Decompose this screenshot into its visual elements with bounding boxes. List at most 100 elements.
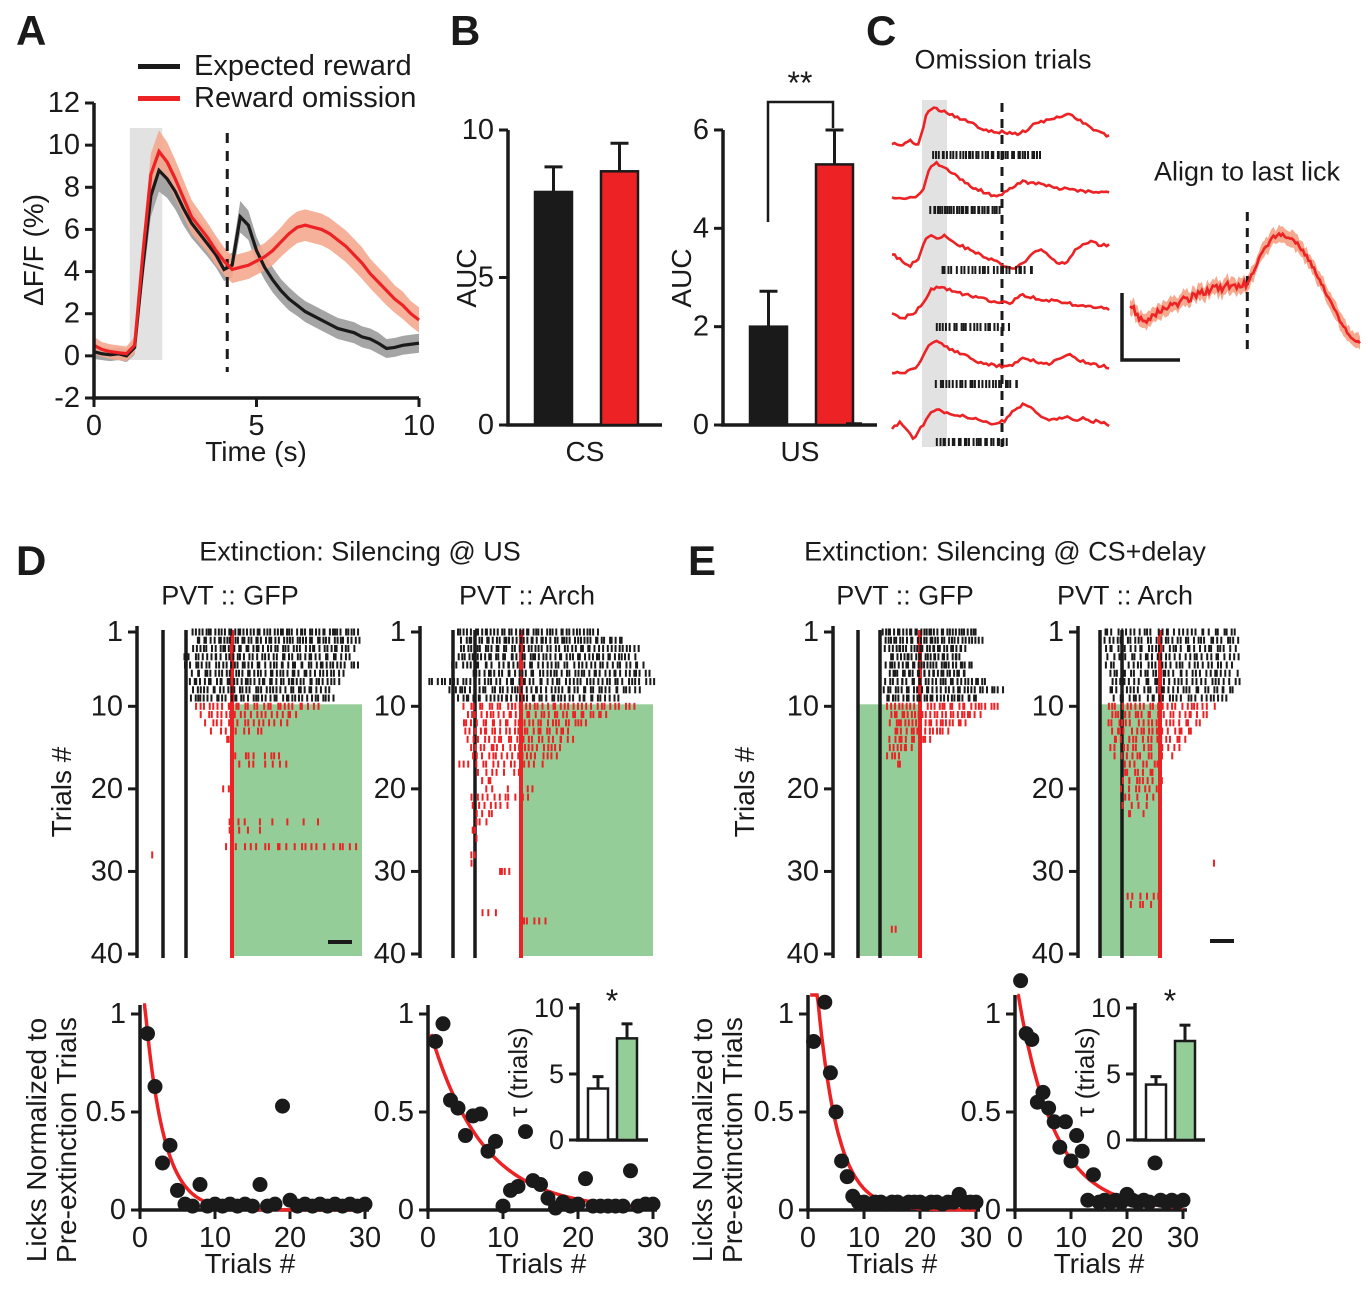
svg-text:0: 0 [800,1222,816,1254]
svg-text:6: 6 [64,213,80,245]
svg-text:0: 0 [132,1222,148,1254]
e-arch-scatter-point [1175,1192,1191,1208]
e-tau-inset: 0 5 10 * [1091,983,1205,1155]
svg-text:10: 10 [462,114,494,146]
b-us-y-axis-label: AUC [665,248,697,308]
d-gfp-scatter-point [357,1196,373,1212]
svg-text:30: 30 [637,1222,669,1254]
d-gfp-raster-laser-window [232,704,362,956]
svg-text:6: 6 [693,114,709,146]
e-arch-scatter-point [1046,1114,1062,1130]
svg-text:12: 12 [48,87,80,119]
d-gfp-scatter-point [140,1026,155,1042]
svg-text:10: 10 [787,690,819,722]
svg-text:30: 30 [960,1222,992,1254]
e-arch-scatter-point [1147,1155,1163,1171]
e-arch-scatter-point [1024,1031,1040,1047]
svg-text:0: 0 [86,410,102,442]
d-arch-scatter-point [488,1133,503,1149]
e-arch-scatter-point [1141,1194,1157,1210]
c-trial-trace-3 [891,233,1110,270]
svg-text:0: 0 [1106,1125,1121,1155]
svg-text:8: 8 [64,171,80,203]
svg-text:30: 30 [91,855,123,887]
svg-text:4: 4 [693,212,709,244]
b-cs-x-label: CS [565,435,605,467]
d-gfp-scatter-point [185,1198,200,1214]
svg-text:1: 1 [110,998,126,1030]
svg-text:0.5: 0.5 [374,1096,414,1128]
e-gfp-x-label: Trials # [846,1247,938,1279]
svg-text:30: 30 [1032,855,1064,887]
b-cs-y-axis-label: AUC [450,248,482,308]
svg-text:1: 1 [1048,616,1064,648]
e-gfp-scatter-point [806,1033,822,1049]
d-gfp-scatter: 00.510 10 20 30 [86,998,381,1254]
d-scatter-y-label-line1: Licks Normalized to [20,1017,52,1263]
svg-text:40: 40 [787,938,819,970]
svg-text:0: 0 [398,1194,414,1226]
c-trial-trace-2 [891,160,1110,201]
d-tau-inset-bar-1 [615,1037,639,1142]
svg-text:5: 5 [1106,1059,1121,1089]
e-arch-scatter-point [1063,1153,1079,1169]
d-arch-scatter-point [510,1178,526,1194]
svg-text:20: 20 [274,1222,306,1254]
svg-text:5: 5 [248,410,264,442]
svg-text:0.5: 0.5 [961,1096,1001,1128]
svg-text:20: 20 [91,773,123,805]
d-tau-inset: 0 5 10 * [534,983,648,1155]
b-us-bars-bar-1 [814,163,855,427]
svg-text:*: * [1164,983,1176,1019]
reward-omission-line-swatch [138,96,180,101]
e-inset-y-label: τ (trials) [1069,1027,1100,1117]
c-align-scale-bar [1120,293,1180,362]
svg-text:20: 20 [787,773,819,805]
d-scatter-y-label-line2: Pre-extinction Trials [51,1017,82,1263]
b-us-bars-bar-0 [748,325,789,427]
d-gfp-scatter-point [170,1182,185,1198]
e-gfp-scatter-fit [810,993,976,1212]
svg-text:1: 1 [803,616,819,648]
svg-text:0: 0 [478,409,494,441]
c-omission-traces [846,100,1110,447]
svg-text:10: 10 [487,1222,519,1254]
e-gfp-scatter-point [822,1065,838,1081]
d-gfp-x-label: Trials # [204,1247,296,1279]
e-tau-inset-bar-0 [1144,1083,1168,1142]
c-trial-trace-4 [891,285,1110,320]
svg-text:0: 0 [420,1222,436,1254]
legend-label: Expected reward [194,50,412,82]
svg-text:1: 1 [398,998,414,1030]
d-arch-scatter-point [645,1196,661,1212]
expected-reward-trace [93,167,420,358]
svg-text:0.5: 0.5 [754,1096,794,1128]
reward-omission-band [94,130,419,362]
d-gfp-scatter-point [162,1137,178,1153]
d-arch-raster-laser-window [521,704,653,956]
svg-text:20: 20 [1111,1222,1143,1254]
c-align-title: Align to last lick [1153,156,1341,187]
e-arch-subtitle: PVT :: Arch [1056,580,1194,611]
d-arch-scatter-point [578,1171,593,1187]
svg-text:0: 0 [110,1194,126,1226]
e-gfp-raster: 1 10 20 30 40 [787,616,1005,970]
e-arch-x-label: Trials # [1053,1247,1145,1279]
svg-text:20: 20 [1032,773,1064,805]
svg-text:0: 0 [985,1194,1001,1226]
svg-text:-2: -2 [54,382,80,414]
a-y-axis-label: ΔF/F (%) [17,193,49,307]
d-arch-scatter-point [458,1128,473,1144]
panel-b-letter: B [450,7,481,54]
svg-text:30: 30 [1167,1222,1199,1254]
d-raster-y-label: Trials # [45,746,77,838]
d-arch-scatter-point [533,1177,548,1193]
c-align-plot [1120,212,1361,362]
panel-a-letter: A [16,7,47,54]
d-arch-scatter-point [495,1198,511,1214]
svg-text:0: 0 [1007,1222,1023,1254]
e-title: Extinction: Silencing @ CS+delay [804,536,1206,567]
reward-omission-trace [93,148,420,356]
e-gfp-scatter-point [839,1169,855,1185]
